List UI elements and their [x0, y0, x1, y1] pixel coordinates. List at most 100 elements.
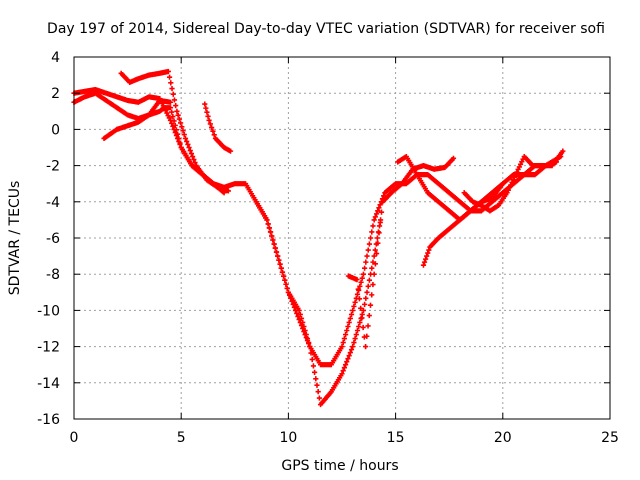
data-point: [281, 273, 287, 279]
data-point: [191, 156, 197, 163]
data-point: [303, 334, 309, 341]
data-point: [170, 123, 176, 129]
data-point: [309, 356, 315, 363]
data-point: [341, 365, 347, 371]
data-point: [225, 188, 231, 194]
data-point: [304, 337, 311, 344]
data-point: [211, 132, 217, 138]
data-point: [276, 257, 282, 263]
y-tick-label: -2: [46, 159, 60, 175]
data-point: [365, 283, 371, 289]
data-point: [348, 311, 355, 318]
data-point: [203, 105, 209, 111]
data-point: [179, 124, 185, 130]
x-tick-label: 0: [70, 430, 79, 446]
data-point: [421, 259, 428, 265]
data-point: [165, 68, 171, 75]
data-point: [288, 295, 294, 301]
data-point: [285, 289, 291, 295]
series-trace-f: [253, 199, 384, 408]
data-point: [302, 331, 308, 338]
y-tick-label: 0: [51, 122, 60, 138]
data-point: [310, 363, 317, 369]
data-point: [307, 344, 313, 350]
series-trace-d: [118, 68, 231, 194]
data-point: [370, 281, 376, 288]
data-point: [345, 356, 351, 362]
data-point: [340, 339, 346, 346]
data-point: [363, 295, 369, 301]
data-point: [362, 301, 368, 307]
data-point: [171, 126, 177, 132]
data-point: [369, 229, 375, 235]
data-point: [364, 253, 370, 259]
data-point: [373, 211, 380, 217]
data-point: [284, 285, 290, 291]
data-point: [347, 315, 353, 322]
data-point: [369, 292, 375, 298]
data-point: [344, 327, 350, 334]
data-point: [170, 91, 176, 97]
data-point: [360, 307, 367, 313]
data-point: [264, 217, 270, 223]
data-point: [350, 307, 356, 313]
data-point: [308, 350, 314, 356]
data-point: [357, 283, 363, 289]
data-point: [282, 277, 288, 283]
series-trace-e: [202, 101, 234, 154]
data-point: [167, 99, 174, 105]
data-point: [560, 148, 566, 154]
data-point: [192, 159, 198, 166]
data-point: [365, 323, 371, 329]
series-trace-j: [461, 148, 566, 214]
data-point: [273, 249, 280, 255]
y-tick-label: -14: [37, 376, 60, 392]
series-trace-g: [345, 155, 457, 350]
data-point: [360, 324, 366, 331]
data-point: [169, 120, 175, 126]
y-tick-label: -16: [37, 412, 60, 428]
data-point: [364, 333, 370, 339]
data-point: [372, 261, 378, 267]
data-point: [356, 296, 363, 302]
y-tick-label: -10: [37, 303, 60, 319]
data-point: [169, 85, 175, 92]
data-point: [344, 359, 350, 365]
data-point: [425, 250, 431, 256]
data-point: [167, 105, 174, 111]
data-point: [170, 113, 176, 120]
data-point: [169, 109, 175, 115]
data-point: [450, 155, 457, 161]
data-point: [364, 289, 370, 295]
data-point: [362, 265, 368, 271]
data-point: [371, 217, 377, 223]
data-point: [313, 376, 319, 382]
data-point: [362, 344, 369, 350]
data-point: [187, 147, 193, 154]
data-point: [375, 208, 381, 214]
data-point: [286, 292, 293, 298]
y-tick-label: -6: [46, 231, 60, 247]
data-point: [420, 262, 427, 268]
y-tick-label: -12: [37, 340, 60, 356]
series-trace-c: [101, 97, 174, 142]
y-tick-label: -4: [46, 195, 60, 211]
data-point: [289, 298, 295, 304]
data-point: [296, 316, 302, 323]
data-point: [374, 250, 380, 257]
data-point: [271, 241, 277, 247]
data-point: [346, 353, 352, 359]
data-point: [175, 135, 181, 142]
data-point: [314, 382, 320, 388]
data-point: [359, 315, 365, 321]
data-point: [367, 235, 374, 241]
data-point: [173, 103, 179, 109]
data-point: [277, 261, 283, 267]
data-point: [209, 124, 215, 131]
data-point: [354, 291, 361, 297]
data-point: [173, 132, 180, 139]
data-point: [181, 131, 187, 138]
data-point: [298, 322, 305, 329]
